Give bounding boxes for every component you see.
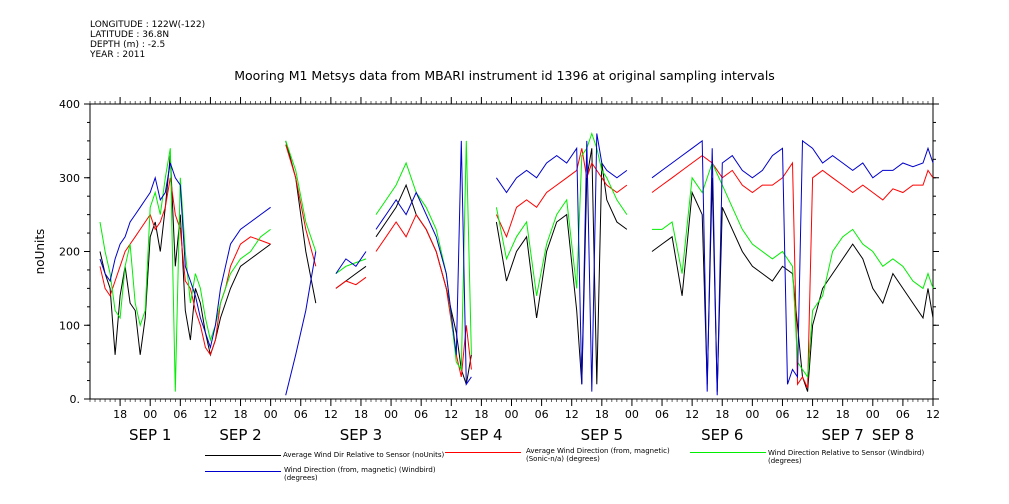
series-4-line <box>335 251 367 274</box>
x-tick-label: 12 <box>203 408 217 421</box>
x-tick-label: 06 <box>173 408 187 421</box>
x-day-label: SEP 6 <box>701 426 743 444</box>
series-4-line <box>651 139 934 396</box>
x-tick-label: 06 <box>896 408 910 421</box>
series-3-line <box>285 140 317 252</box>
x-tick-label: 18 <box>836 408 850 421</box>
x-day-label: SEP 1 <box>129 426 171 444</box>
series-3-line <box>335 258 367 275</box>
x-tick-label: 12 <box>926 408 940 421</box>
y-axis-label: noUnits <box>33 229 47 275</box>
series-3-line <box>652 161 934 379</box>
series-4-line <box>285 251 317 396</box>
x-tick-label: 12 <box>565 408 579 421</box>
x-tick-label: 06 <box>775 408 789 421</box>
legend-label-2: Average Wind Direction (from, magnetic) … <box>526 447 670 463</box>
x-day-label: SEP 7 <box>821 426 863 444</box>
series-4-line <box>495 133 628 392</box>
x-tick-label: 12 <box>685 408 699 421</box>
x-tick-label: 18 <box>113 408 127 421</box>
series-4-line <box>375 140 472 386</box>
x-day-label: SEP 8 <box>872 426 914 444</box>
legend-swatch-4 <box>205 471 281 472</box>
y-tick-label: 0. <box>70 393 81 406</box>
x-tick-label: 00 <box>264 408 278 421</box>
series-2-line <box>375 213 472 378</box>
x-tick-label: 12 <box>444 408 458 421</box>
x-tick-label: 00 <box>505 408 519 421</box>
series-2-line <box>285 144 317 267</box>
series-3-line <box>99 148 271 392</box>
series-2-line <box>651 154 934 389</box>
series-2-line <box>495 148 628 239</box>
x-tick-label: 12 <box>324 408 338 421</box>
x-tick-label: 06 <box>535 408 549 421</box>
year-label: YEAR : 2011 <box>90 50 146 60</box>
series-3-line <box>375 140 472 372</box>
y-tick-label: 400 <box>59 98 80 111</box>
x-tick-label: 00 <box>866 408 880 421</box>
series-4-line <box>99 162 271 350</box>
series-1-line <box>375 183 472 385</box>
x-tick-label: 18 <box>595 408 609 421</box>
series-1-line <box>285 140 317 304</box>
legend-label-4: Wind Direction (from, magnetic) (Windbir… <box>284 466 436 482</box>
x-tick-label: 12 <box>806 408 820 421</box>
x-tick-label: 18 <box>474 408 488 421</box>
series-1-line <box>651 177 934 392</box>
legend-swatch-3 <box>690 452 766 453</box>
x-tick-label: 00 <box>384 408 398 421</box>
chart-title: Mooring M1 Metsys data from MBARI instru… <box>234 68 775 83</box>
x-day-label: SEP 3 <box>340 426 382 444</box>
legend-swatch-1 <box>205 455 281 456</box>
x-day-label: SEP 5 <box>581 426 623 444</box>
x-tick-label: 18 <box>354 408 368 421</box>
series-2-line <box>335 276 367 289</box>
x-day-label: SEP 4 <box>460 426 502 444</box>
series-1-line <box>495 148 628 385</box>
plot-frame <box>89 103 934 400</box>
y-tick-label: 100 <box>59 319 80 332</box>
x-tick-label: 00 <box>143 408 157 421</box>
y-tick-label: 200 <box>59 246 80 259</box>
metadata-block: LONGITUDE : 122W(-122) LATITUDE : 36.8N … <box>90 20 205 60</box>
depth-label: DEPTH (m) : -2.5 <box>90 40 166 50</box>
x-tick-label: 06 <box>294 408 308 421</box>
x-tick-label: 18 <box>715 408 729 421</box>
series-3-line <box>495 131 628 296</box>
x-tick-label: 18 <box>234 408 248 421</box>
x-tick-label: 00 <box>625 408 639 421</box>
legend-label-1: Average Wind Dir Relative to Sensor (noU… <box>283 451 445 459</box>
y-tick-label: 300 <box>59 172 80 185</box>
x-tick-label: 00 <box>745 408 759 421</box>
x-tick-label: 06 <box>414 408 428 421</box>
legend-swatch-2 <box>445 452 521 453</box>
latitude-label: LATITUDE : 36.8N <box>90 30 170 40</box>
longitude-label: LONGITUDE : 122W(-122) <box>90 20 206 30</box>
legend-label-3: Wind Direction Relative to Sensor (Windb… <box>768 449 925 465</box>
x-day-label: SEP 2 <box>219 426 261 444</box>
x-tick-label: 06 <box>655 408 669 421</box>
